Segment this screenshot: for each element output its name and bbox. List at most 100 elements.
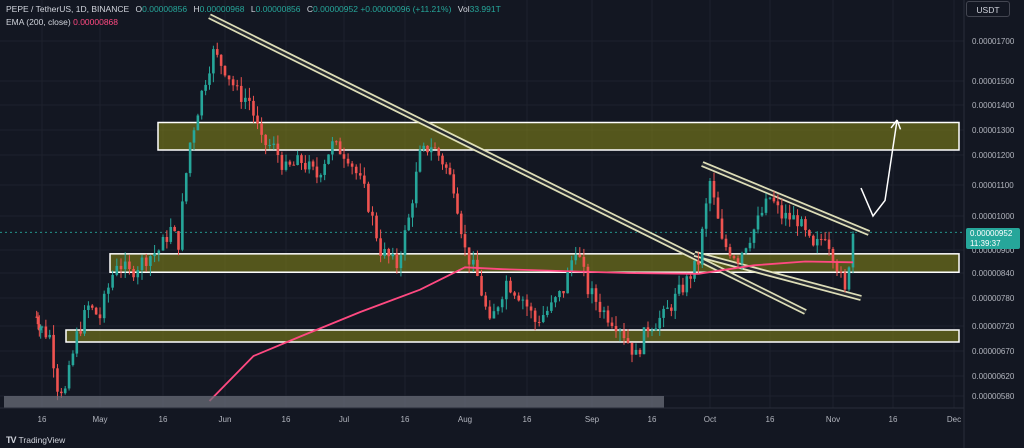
candle-body: [768, 197, 772, 199]
candle-body: [500, 299, 504, 308]
candle-body: [107, 287, 110, 294]
candle-body: [509, 280, 512, 293]
ohlc-row: PEPE / TetherUS, 1D, BINANCE O0.00000856…: [6, 3, 501, 16]
candle-body: [492, 311, 496, 319]
candle-body: [839, 271, 843, 273]
candle-body: [598, 301, 602, 313]
candle-body: [459, 213, 463, 235]
candle-body: [323, 163, 326, 175]
candle-body: [689, 276, 692, 279]
candle-body: [188, 142, 192, 174]
trendline-gap-3: [701, 162, 870, 235]
candle-body: [403, 230, 407, 256]
ema-line: [208, 260, 854, 402]
candle-body: [582, 256, 586, 267]
candle-body: [136, 270, 140, 278]
candle-body: [387, 249, 391, 257]
candle-body: [94, 307, 98, 315]
candle-body: [144, 257, 148, 266]
candle-body: [505, 280, 508, 300]
candle-body: [288, 161, 292, 165]
trendline-gap-1: [208, 15, 806, 314]
price-tick-label: 0.00000840: [972, 269, 1015, 278]
candle-body: [704, 203, 708, 229]
price-axis[interactable]: 0.00001700 0.00001500 0.00001400 0.00001300…: [972, 37, 1015, 401]
candle-body: [307, 161, 311, 170]
candle-body: [71, 353, 75, 366]
candle-body: [111, 274, 114, 288]
candle-body: [414, 171, 418, 204]
candle-countdown: 11:39:37: [970, 239, 1001, 248]
candle-body: [570, 260, 573, 271]
candle-body: [367, 183, 370, 212]
candle-body: [685, 276, 689, 293]
candle-body: [260, 123, 263, 135]
candle-body: [558, 291, 561, 298]
candle-body: [280, 155, 284, 170]
candle-body: [456, 193, 459, 214]
candle-body: [87, 305, 90, 311]
candle-body: [728, 247, 732, 257]
candle-body: [40, 326, 44, 328]
projection-arrow: [860, 119, 902, 218]
candle-body: [646, 327, 650, 331]
time-tick-label: Aug: [458, 415, 472, 424]
candle-body: [284, 161, 288, 170]
candle-body: [827, 239, 831, 249]
symbol-label[interactable]: PEPE / TetherUS, 1D, BINANCE: [6, 4, 130, 14]
candle-body: [590, 288, 594, 295]
candle-body: [75, 331, 79, 354]
candle-body: [433, 147, 437, 149]
time-axis[interactable]: 16 May 16 Jun 16 Jul 16 Aug 16 Sep 16 Oct 16 Nov 16 Dec: [38, 415, 962, 424]
last-price-tag: 0.00000952 11:39:37: [966, 228, 1020, 249]
candle-body: [602, 310, 606, 313]
candle-body: [815, 238, 819, 246]
candle-body: [642, 327, 646, 355]
candle-body: [851, 233, 855, 268]
price-tick-label: 0.00001000: [972, 212, 1015, 221]
price-tick-label: 0.00001200: [972, 151, 1015, 160]
candle-body: [48, 334, 52, 338]
tradingview-logo-icon: TV: [6, 435, 16, 445]
currency-selector[interactable]: USDT: [966, 1, 1010, 17]
grid-lines: [0, 0, 964, 408]
candle-body: [231, 79, 235, 86]
price-zone-3: [65, 329, 960, 343]
candle-body: [149, 256, 152, 266]
candle-body: [614, 326, 618, 332]
candle-body: [39, 327, 42, 331]
price-tick-label: 0.00001400: [972, 101, 1015, 110]
candle-body: [204, 84, 207, 91]
candle-body: [448, 167, 452, 175]
candle-body: [350, 163, 354, 167]
price-tick-label: 0.00000670: [972, 347, 1015, 356]
candle-body: [525, 299, 529, 307]
candle-body: [673, 293, 677, 311]
candle-body: [732, 256, 736, 259]
candle-body: [272, 143, 276, 145]
candle-body: [662, 308, 665, 318]
candle-body: [153, 253, 156, 257]
candle-body: [712, 180, 716, 198]
candle-body: [847, 267, 851, 290]
tradingview-logo[interactable]: TV TradingView: [6, 435, 65, 445]
candle-body: [391, 253, 395, 257]
tradingview-logo-text: TradingView: [18, 435, 66, 445]
candle-body: [219, 54, 223, 66]
chart-legend: PEPE / TetherUS, 1D, BINANCE O0.00000856…: [6, 3, 501, 29]
candle-body: [638, 349, 642, 355]
candle-body: [315, 166, 319, 178]
ema-row[interactable]: EMA (200, close) 0.00000868: [6, 16, 501, 29]
candle-body: [748, 242, 752, 249]
close-label: C: [306, 4, 314, 14]
price-tick-label: 0.00001100: [972, 181, 1014, 190]
time-tick-label: 16: [282, 415, 291, 424]
candle-body: [720, 218, 724, 239]
candle-body: [740, 252, 744, 264]
candle-body: [371, 211, 374, 216]
candle-body: [119, 265, 123, 270]
candle-body: [831, 248, 835, 263]
projection-arrowhead: [896, 119, 902, 130]
candle-body: [132, 269, 135, 278]
